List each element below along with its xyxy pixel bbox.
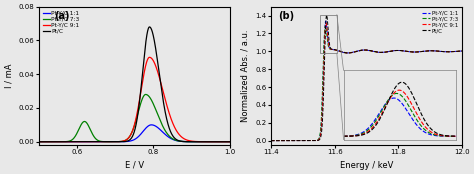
Pt/C: [36, 141, 42, 143]
Pt-Y/C 7:3: [221, 141, 227, 143]
Pt-Y/C 7:3: [46, 141, 51, 143]
X-axis label: E / V: E / V: [125, 161, 144, 170]
Pt-Y/C 9:1: [227, 141, 233, 143]
Pt-Y/C 9:1: [36, 141, 42, 143]
Pt/C: [124, 140, 129, 142]
Line: Pt/C: Pt/C: [39, 27, 230, 142]
Pt/C: [221, 141, 227, 143]
Pt/C: [227, 141, 233, 143]
Pt-Y/C 1:1: [221, 141, 227, 143]
Pt-Y/C 1:1: [36, 141, 42, 143]
Pt-Y/C 7:3: [143, 93, 148, 96]
Pt-Y/C 9:1: [129, 132, 135, 134]
Pt-Y/C 1:1: [129, 140, 135, 142]
Text: (a): (a): [54, 11, 69, 21]
Pt/C: [146, 26, 152, 28]
Pt/C: [221, 141, 227, 143]
Line: Pt-Y/C 1:1: Pt-Y/C 1:1: [39, 125, 230, 142]
Pt-Y/C 9:1: [124, 139, 129, 141]
Pt/C: [186, 141, 192, 143]
Line: Pt-Y/C 7:3: Pt-Y/C 7:3: [39, 94, 230, 142]
Pt-Y/C 1:1: [124, 140, 129, 143]
Legend: Pt-Y/C 1:1, Pt-Y/C 7:3, Pt-Y/C 9:1, Pt/C: Pt-Y/C 1:1, Pt-Y/C 7:3, Pt-Y/C 9:1, Pt/C: [42, 10, 81, 35]
Pt-Y/C 9:1: [221, 141, 227, 143]
Pt-Y/C 7:3: [36, 141, 42, 143]
Line: Pt-Y/C 9:1: Pt-Y/C 9:1: [39, 57, 230, 142]
Legend: Pt-Y/C 1:1, Pt-Y/C 7:3, Pt-Y/C 9:1, Pt/C: Pt-Y/C 1:1, Pt-Y/C 7:3, Pt-Y/C 9:1, Pt/C: [421, 9, 459, 34]
Text: (b): (b): [279, 11, 295, 21]
Pt-Y/C 9:1: [146, 56, 152, 58]
Pt/C: [129, 137, 135, 139]
Pt-Y/C 1:1: [227, 141, 233, 143]
Pt-Y/C 7:3: [227, 141, 233, 143]
Pt-Y/C 9:1: [46, 141, 51, 143]
Pt-Y/C 1:1: [186, 141, 192, 143]
Pt-Y/C 1:1: [148, 124, 154, 126]
Pt-Y/C 7:3: [129, 132, 135, 134]
Pt-Y/C 9:1: [221, 141, 227, 143]
Pt-Y/C 1:1: [46, 141, 51, 143]
X-axis label: Energy / keV: Energy / keV: [340, 161, 393, 170]
Pt-Y/C 7:3: [124, 139, 129, 141]
Pt-Y/C 7:3: [221, 141, 227, 143]
Y-axis label: Normalized Abs. / a.u.: Normalized Abs. / a.u.: [241, 30, 250, 122]
Pt-Y/C 9:1: [186, 140, 192, 142]
Pt/C: [46, 141, 51, 143]
Y-axis label: I / mA: I / mA: [4, 64, 13, 88]
Pt-Y/C 7:3: [186, 141, 192, 143]
Pt-Y/C 1:1: [221, 141, 227, 143]
